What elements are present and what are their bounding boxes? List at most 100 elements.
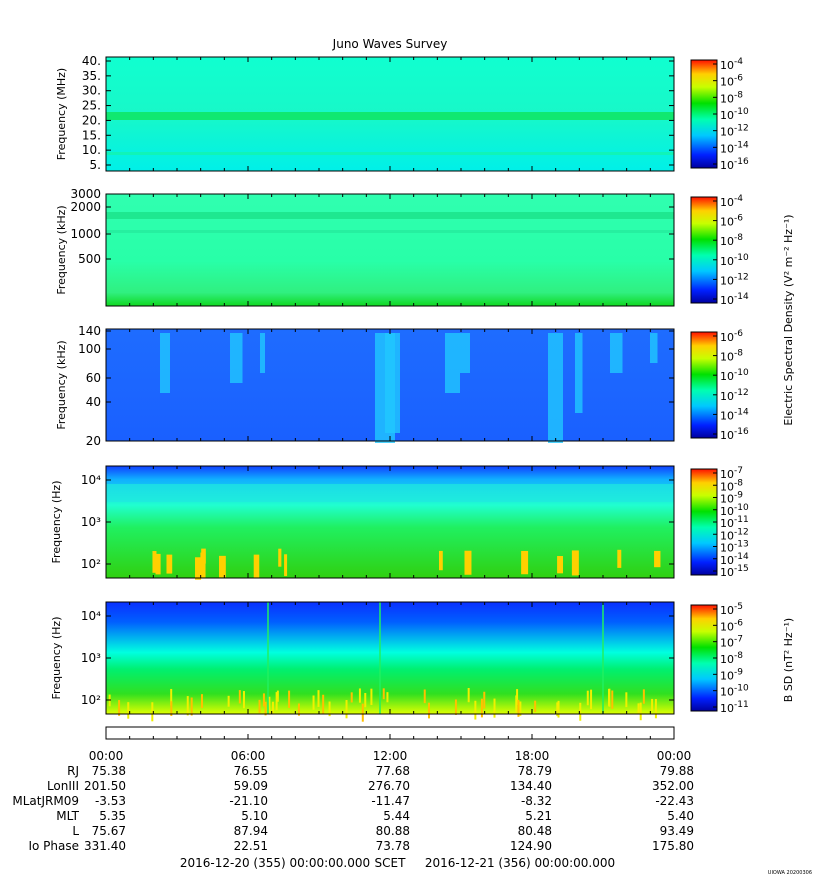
colorbar: [690, 604, 718, 712]
ephemeris-value: 93.49: [660, 824, 694, 838]
ephemeris-value: -11.47: [371, 794, 410, 808]
colorbar-tick-label: 10-8: [720, 233, 743, 248]
burst: [358, 688, 361, 703]
ephemeris-value: 5.35: [99, 809, 126, 823]
time-range-end: 2016-12-21 (356) 00:00:00.000: [425, 856, 615, 870]
y-tick-label: 3000: [70, 187, 101, 201]
burst: [258, 699, 261, 713]
figure-title: Juno Waves Survey: [332, 37, 448, 51]
burst: [170, 701, 173, 716]
y-tick-label: 10³: [81, 651, 101, 665]
y-tick-label: 40: [86, 395, 101, 409]
colorbar-tick-label: 10-12: [720, 124, 749, 139]
spectrogram-heatmap: [106, 466, 674, 578]
burst: [190, 697, 193, 716]
ephemeris-value: 134.40: [510, 779, 552, 793]
ephemeris-value: 175.80: [652, 839, 694, 853]
y-axis-label: Frequency (MHz): [55, 68, 68, 160]
ephemeris-value: 75.67: [92, 824, 126, 838]
y-tick-label: 10²: [81, 557, 101, 571]
time-tick-label: 00:00: [657, 749, 692, 763]
burst: [639, 702, 642, 721]
y-tick-label: 10²: [81, 693, 101, 707]
burst: [370, 688, 373, 706]
time-range-start: 2016-12-20 (355) 00:00:00.000: [180, 856, 370, 870]
emission-streak: [230, 333, 243, 383]
colorbar-tick-label: 10-7: [720, 635, 743, 650]
y-axis-label: Frequency (kHz): [55, 205, 68, 294]
burst: [386, 692, 389, 703]
colorbar: [690, 196, 718, 304]
ephemeris-value: 5.10: [241, 809, 268, 823]
burst: [467, 688, 470, 703]
colorbar-tick-label: 10-12: [720, 388, 749, 403]
burst: [170, 688, 173, 706]
burst: [200, 694, 203, 709]
burst: [201, 548, 206, 564]
colorbar-tick-label: 10-9: [720, 667, 743, 682]
burst: [607, 688, 610, 706]
ephemeris-value: 73.78: [376, 839, 410, 853]
credit-stamp: UIOWA 20200306: [768, 870, 812, 876]
y-tick-label: 15.: [82, 128, 101, 142]
colorbar-tick-label: 10-4: [720, 57, 743, 72]
ephemeris-value: 80.48: [518, 824, 552, 838]
burst: [186, 696, 189, 716]
ephemeris-value: -21.10: [229, 794, 268, 808]
burst: [264, 701, 267, 716]
y-tick-label: 500: [78, 252, 101, 266]
burst: [483, 691, 486, 709]
y-tick-label: 25.: [82, 99, 101, 113]
colorbar-tick-label: 10-16: [720, 427, 749, 442]
burst: [127, 702, 130, 719]
magnetic-colorbar-label: B SD (nT² Hz⁻¹): [782, 618, 795, 702]
burst: [382, 688, 385, 700]
burst: [617, 549, 622, 568]
time-tick-label: 12:00: [373, 749, 408, 763]
burst: [364, 693, 367, 708]
burst: [152, 551, 157, 573]
burst: [625, 692, 628, 708]
burst: [423, 689, 426, 704]
colorbar-tick-label: 10-14: [720, 292, 749, 307]
colorbar-tick-label: 10-10: [720, 253, 749, 268]
emission-streak: [385, 333, 400, 433]
burst: [276, 690, 279, 702]
burst: [493, 698, 496, 718]
burst: [557, 700, 560, 718]
colorbar: [690, 59, 718, 169]
ephemeris-label: MLatJRM09: [12, 794, 79, 808]
ephemeris-value: 331.40: [84, 839, 126, 853]
ephemeris-label: L: [72, 824, 79, 838]
emission-streak: [575, 333, 583, 413]
emission-streak: [260, 333, 265, 373]
burst: [519, 701, 522, 716]
burst: [288, 690, 291, 708]
burst: [571, 550, 579, 576]
burst: [284, 554, 288, 577]
y-tick-label: 100: [78, 342, 101, 356]
burst: [297, 703, 300, 716]
burst: [534, 700, 537, 712]
spectrogram-panel-3: 140 100 60 40 20 Frequency (kHz) 10-6 10-8 10-10…: [55, 324, 749, 448]
burst: [480, 698, 483, 718]
colorbar-tick-label: 10-10: [720, 368, 749, 383]
ephemeris-value: 77.68: [376, 764, 410, 778]
ephemeris-value: 5.21: [525, 809, 552, 823]
colorbar-tick-label: 10-6: [720, 74, 743, 89]
burst: [654, 699, 657, 719]
ephemeris-value: 124.90: [510, 839, 552, 853]
burst: [464, 550, 472, 575]
y-tick-label: 1000: [70, 227, 101, 241]
ephemeris-value: 76.55: [234, 764, 268, 778]
emission-streak: [445, 333, 460, 393]
ephemeris-label: MLT: [56, 809, 79, 823]
y-tick-label: 35.: [82, 69, 101, 83]
burst: [155, 553, 161, 575]
colorbar-tick-label: 10-6: [720, 618, 743, 633]
burst: [227, 695, 230, 707]
y-tick-label: 10.: [82, 143, 101, 157]
ephemeris-value: 201.50: [84, 779, 126, 793]
